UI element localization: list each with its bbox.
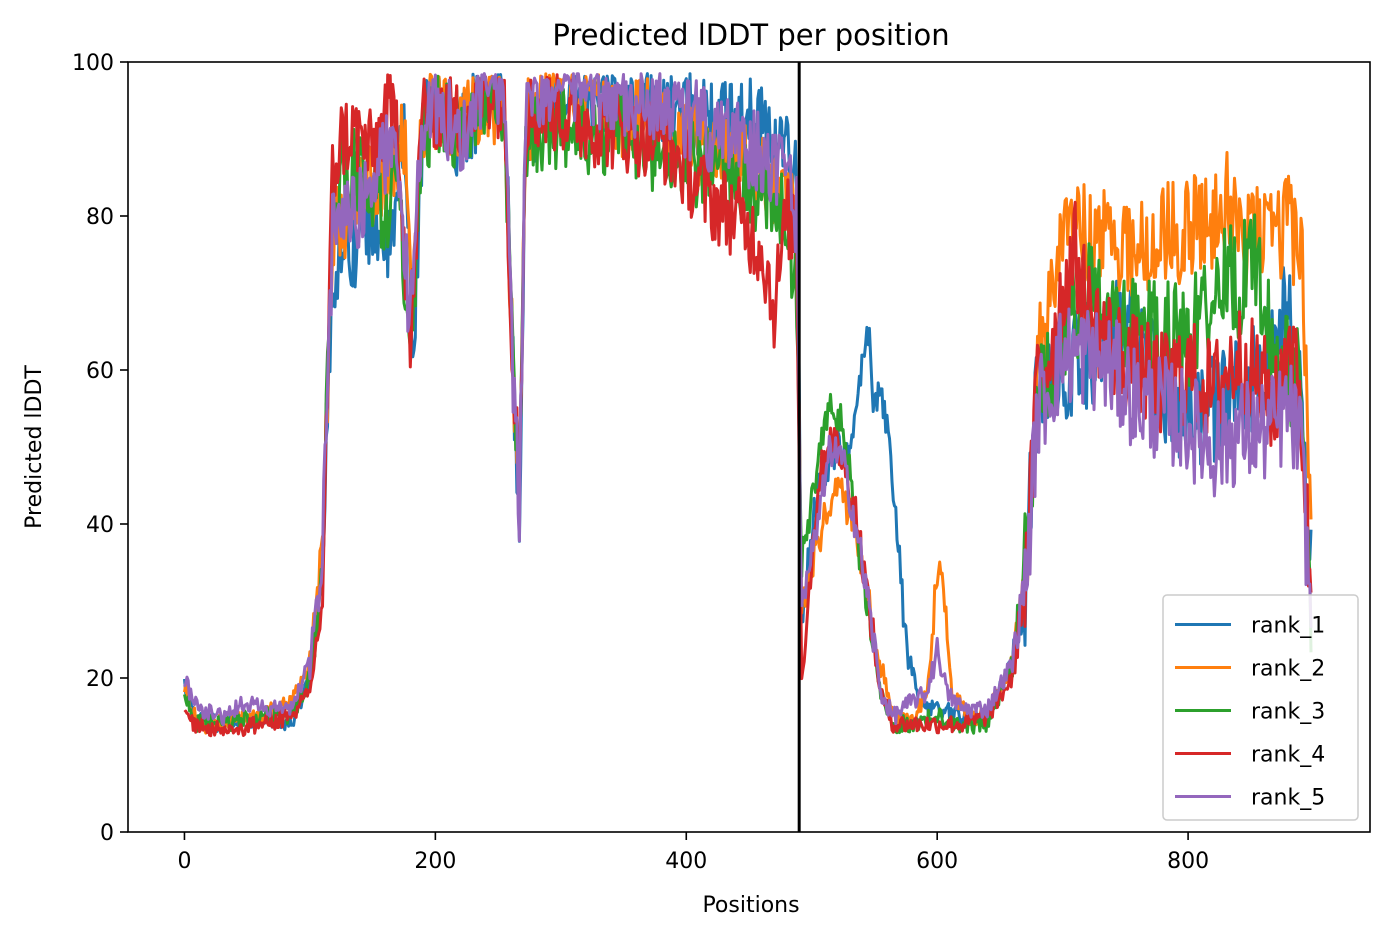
chart-title: Predicted lDDT per position [552,18,949,52]
series-group [183,72,1313,738]
plot-frame [127,61,1371,833]
x-tick-label: 0 [177,849,191,874]
x-tick-label: 600 [916,849,958,874]
series-line-rank_4 [183,73,1313,738]
x-tick-label: 200 [414,849,456,874]
legend-label-rank_2: rank_2 [1251,657,1325,682]
y-tick-label: 40 [86,513,114,538]
legend-label-rank_1: rank_1 [1251,614,1325,639]
legend-label-rank_5: rank_5 [1251,786,1325,811]
x-axis: 0 200 400 600 800 [177,832,1209,874]
y-tick-label: 20 [86,667,114,692]
legend-frame [1162,594,1359,821]
legend-label-rank_4: rank_4 [1251,743,1325,768]
y-tick-label: 60 [86,359,114,384]
y-tick-label: 0 [100,821,114,846]
x-tick-label: 800 [1167,849,1209,874]
y-axis: 0 20 40 60 80 100 [72,51,128,846]
x-tick-label: 400 [665,849,707,874]
y-axis-title: Predicted lDDT [22,365,47,529]
series-line-rank_3 [183,74,1313,735]
legend-label-rank_3: rank_3 [1251,700,1325,725]
series-line-rank_5 [183,72,1313,727]
x-axis-title: Positions [702,893,799,918]
y-tick-label: 100 [72,51,114,76]
y-tick-label: 80 [86,205,114,230]
legend: rank_1 rank_2 rank_3 rank_4 rank_5 [1162,594,1359,821]
